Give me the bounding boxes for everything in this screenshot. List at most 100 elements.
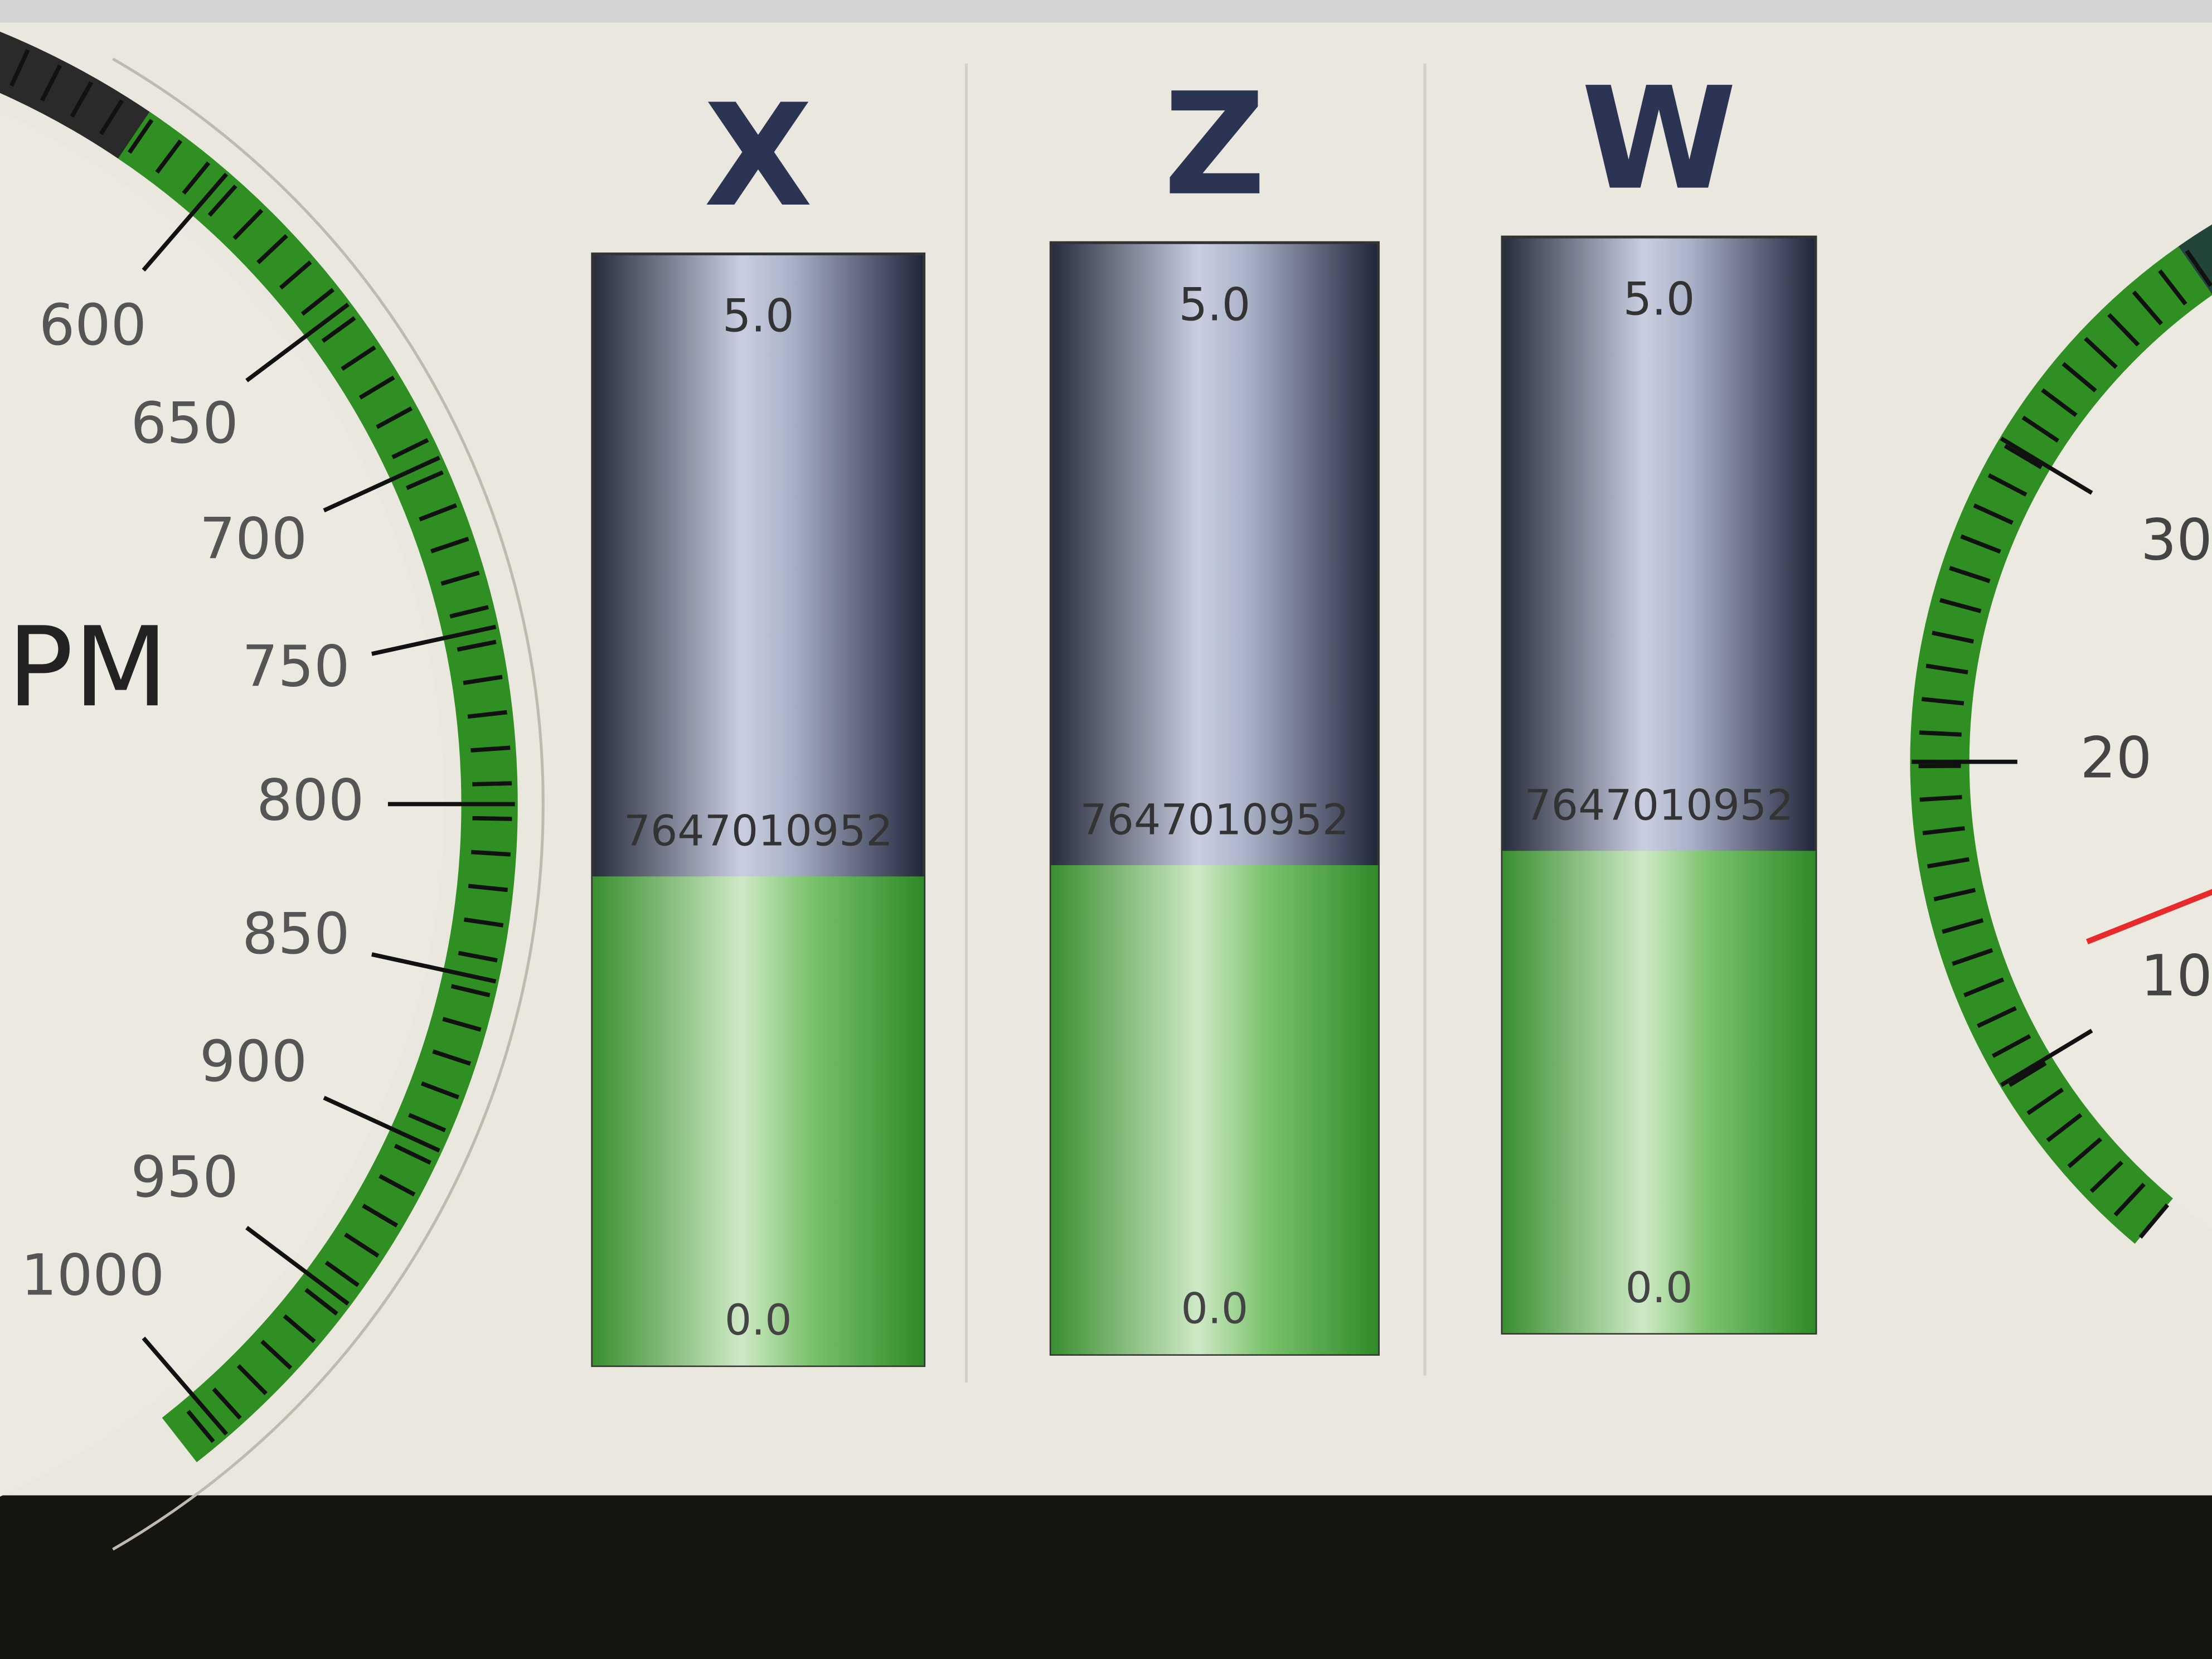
gauge-tick (2000, 1029, 2093, 1087)
gauge-minor-tick (2185, 249, 2212, 287)
gauge-minor-tick (279, 260, 312, 290)
gauge-tick (142, 1336, 229, 1436)
gauge-minor-tick (2026, 1088, 2064, 1115)
gauge-minor-tick (2067, 1137, 2102, 1168)
gauge-minor-tick (1927, 857, 1970, 869)
gauge-minor-tick (40, 64, 62, 102)
gauge-minor-tick (1932, 630, 1975, 644)
gauge-minor-tick (2138, 1203, 2170, 1239)
gauge-needle (2086, 889, 2212, 945)
gauge-minor-tick (467, 710, 507, 719)
bar-min-label: 0.0 (1626, 1263, 1693, 1312)
gauge-minor-tick (2021, 415, 2060, 443)
gauge-tick (245, 1226, 350, 1306)
bar-fill (1502, 851, 1816, 1333)
gauge-minor-tick (2008, 1061, 2047, 1087)
gauge-minor-tick (300, 288, 335, 316)
gauge-minor-tick (70, 81, 94, 118)
gauge-tick-label: 600 (39, 292, 147, 358)
gauge-tick-label: 650 (131, 390, 239, 456)
bar-title: W (1581, 57, 1736, 221)
gauge-minor-tick (1952, 948, 1993, 966)
gauge-tick (371, 624, 497, 656)
gauge-minor-tick (1925, 663, 1968, 675)
gauge-minor-tick (2107, 313, 2140, 347)
gauge-face (0, 111, 444, 1497)
gauge-minor-tick (324, 1260, 360, 1287)
gauge-minor-tick (430, 536, 469, 554)
gauge-minor-tick (419, 503, 458, 522)
gauge-minor-tick (408, 1113, 447, 1133)
gauge-minor-tick (1976, 1006, 2017, 1029)
gauge-minor-tick (2089, 1160, 2123, 1193)
gauge-minor-tick (458, 950, 498, 963)
top-strip (0, 0, 2212, 23)
gauge-minor-tick (463, 675, 503, 685)
gauge-minor-tick (232, 208, 264, 240)
gauge-minor-tick (304, 1288, 338, 1316)
gauge-minor-tick (2113, 1182, 2146, 1217)
gauge-minor-tick (1919, 795, 1962, 802)
gauge-minor-tick (2041, 388, 2078, 418)
gauge-tick (371, 952, 497, 984)
gauge-minor-tick (1939, 598, 1982, 613)
gauge-minor-tick (2084, 337, 2118, 369)
bar-min-label: 0.0 (1181, 1284, 1248, 1333)
gauge-tick (323, 455, 440, 513)
gauge-tick (2000, 436, 2093, 495)
gauge-ring-green (118, 111, 518, 1462)
gauge-minor-tick (212, 1388, 242, 1420)
gauge-face (1968, 293, 2212, 1230)
bar-fill (592, 876, 924, 1366)
gauge-minor-tick (2061, 362, 2097, 392)
bar-min-label: 0.0 (725, 1296, 792, 1345)
gauge-tick-label: 950 (131, 1144, 239, 1210)
gauge-minor-tick (405, 470, 444, 491)
gauge-minor-tick (321, 316, 356, 343)
gauge-outline (112, 57, 545, 1551)
bar-fill (1051, 865, 1379, 1355)
gauge-minor-tick (341, 345, 376, 371)
gauge-minor-tick (449, 605, 489, 619)
gauge-tick (142, 172, 229, 272)
gauge-minor-tick (1987, 473, 2027, 497)
gauge-minor-tick (186, 1410, 215, 1443)
gauge-minor-tick (432, 1049, 472, 1066)
gauge-minor-tick (379, 1174, 416, 1197)
gauge-minor-tick (376, 406, 413, 429)
gauge-minor-tick (1918, 763, 1961, 769)
gauge-tick-label: 30 (2141, 507, 2212, 573)
gauge-minor-tick (1919, 730, 1962, 737)
gauge-minor-tick (394, 1143, 431, 1165)
gauge-tick-label: 700 (200, 506, 307, 571)
gauge-ring-dark (0, 31, 162, 167)
gauge-minor-tick (1960, 534, 2001, 554)
gauge-minor-tick (127, 119, 154, 154)
bar-max-label: 5.0 (1178, 279, 1250, 331)
gauge-minor-tick (420, 1081, 459, 1099)
gauge-minor-tick (362, 1204, 399, 1228)
gauge-minor-tick (463, 917, 504, 928)
gauge-minor-tick (472, 781, 512, 787)
gauge-minor-tick (472, 816, 512, 821)
gauge-minor-tick (442, 1017, 482, 1032)
gauge-tick-label: 20 (2080, 725, 2152, 790)
bar-title: X (704, 74, 813, 238)
gauge-minor-tick (155, 139, 183, 174)
gauge-minor-tick (236, 1364, 268, 1395)
gauge-minor-tick (1942, 918, 1984, 934)
gauge-minor-tick (450, 984, 491, 997)
gauge-tick-label: 750 (242, 633, 350, 699)
gauge-minor-tick (99, 99, 124, 135)
gauge-minor-tick (1949, 566, 1991, 584)
gauge-tick (323, 1095, 440, 1153)
gauge-minor-tick (1963, 977, 2005, 997)
gauge-tick-label: 10 (2141, 943, 2212, 1008)
gauge-minor-tick (2004, 444, 2043, 469)
bar-readout: 7647010952 (624, 807, 893, 856)
gauge-unit: PM (7, 603, 168, 731)
gauge-minor-tick (2158, 269, 2187, 305)
gauge-tick-label: 900 (200, 1029, 307, 1094)
